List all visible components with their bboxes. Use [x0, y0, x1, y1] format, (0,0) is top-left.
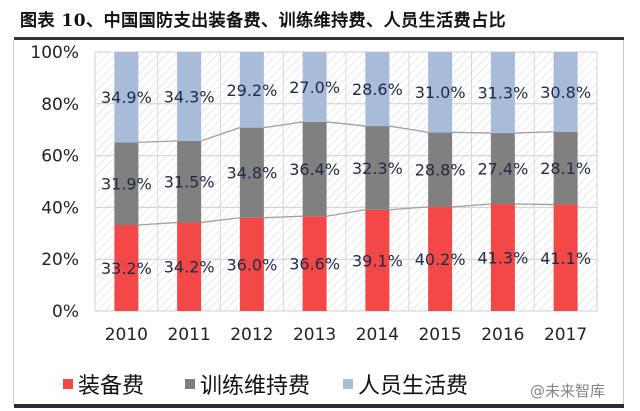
bar-2017-2 [553, 52, 578, 132]
data-label: 33.2% [101, 259, 152, 278]
legend-label: 装备费 [78, 374, 144, 399]
bar-2016-2 [490, 52, 515, 134]
data-label: 30.8% [540, 83, 591, 102]
bar-2010-1 [114, 142, 139, 226]
bottom-rule [14, 404, 624, 408]
bar-2013-2 [302, 52, 327, 122]
series-line [138, 221, 178, 226]
data-label: 31.3% [477, 84, 528, 103]
bar-2017-1 [553, 131, 578, 205]
watermark: @未来智库 [530, 382, 605, 400]
x-tick-label: 2011 [167, 325, 210, 345]
x-tick-label: 2015 [418, 325, 461, 345]
y-tick-label: 100% [30, 43, 79, 63]
data-label: 36.6% [289, 255, 340, 274]
series-line [326, 209, 366, 217]
bar-2015-1 [428, 132, 453, 207]
chart-frame [13, 40, 624, 404]
bar-2012-2 [239, 52, 264, 128]
y-tick-label: 80% [41, 95, 79, 115]
data-label: 40.2% [415, 250, 466, 269]
data-label: 28.1% [540, 159, 591, 178]
chart-title: 图表 10、中国国防支出装备费、训练维持费、人员生活费占比 [20, 11, 507, 31]
legend-swatch [343, 379, 353, 389]
y-tick-label: 60% [41, 147, 79, 167]
bar-2012-1 [239, 127, 264, 218]
data-label: 36.0% [226, 255, 277, 274]
y-tick-label: 0% [52, 302, 79, 322]
bar-2014-2 [365, 52, 390, 127]
y-tick-label: 20% [41, 250, 79, 270]
data-label: 31.0% [415, 83, 466, 102]
data-label: 34.8% [226, 164, 277, 183]
data-label: 28.6% [352, 80, 403, 99]
series-line [389, 125, 429, 133]
bar-2015-0 [428, 206, 453, 311]
series-line [326, 121, 366, 127]
series-line [138, 140, 178, 144]
y-tick-label: 40% [41, 198, 79, 218]
legend-swatch [63, 379, 73, 389]
bar-2013-1 [302, 121, 327, 217]
series-line [452, 203, 491, 208]
bar-2016-1 [490, 133, 515, 205]
bar-2014-0 [365, 209, 390, 311]
bar-2011-0 [177, 222, 202, 311]
bar-2011-2 [177, 52, 202, 141]
series-line [452, 131, 491, 134]
data-label: 31.5% [164, 173, 215, 192]
x-tick-label: 2010 [105, 325, 148, 345]
series-line [263, 121, 303, 129]
bar-2017-0 [553, 204, 578, 311]
bar-2016-0 [490, 204, 515, 311]
legend: 装备费 训练维持费 人员生活费 [63, 374, 468, 399]
data-label: 41.3% [477, 249, 528, 268]
series-line [201, 217, 240, 224]
x-tick-label: 2013 [293, 325, 336, 345]
plot-area: 0% 20% 40% 60% 80% 100% 33.2% 31.9% 34.9% 2010 34.… [30, 43, 598, 345]
bar-2011-1 [177, 140, 202, 223]
data-label: 27.4% [477, 160, 528, 179]
series-line [389, 206, 429, 211]
x-tick-label: 2012 [230, 325, 273, 345]
data-label: 34.2% [164, 258, 215, 277]
x-tick-label: 2016 [481, 325, 524, 345]
title-rule [14, 37, 624, 40]
series-line [514, 131, 554, 134]
legend-label: 人员生活费 [358, 374, 468, 399]
bar-2010-0 [114, 225, 139, 311]
series-line [263, 215, 303, 219]
legend-swatch [185, 379, 195, 389]
data-label: 36.4% [289, 160, 340, 179]
bar-2012-0 [239, 217, 264, 311]
data-label: 28.8% [415, 161, 466, 180]
bar-2014-1 [365, 126, 390, 210]
data-label: 39.1% [352, 251, 403, 270]
bar-2010-2 [114, 52, 139, 143]
data-label: 34.3% [164, 87, 215, 106]
x-tick-label: 2014 [356, 325, 399, 345]
data-label: 31.9% [101, 175, 152, 194]
bar-2013-0 [302, 216, 327, 311]
data-label: 41.1% [540, 249, 591, 268]
series-line [200, 127, 241, 142]
bar-2015-2 [428, 52, 453, 133]
legend-label: 训练维持费 [200, 374, 310, 399]
data-label: 29.2% [226, 81, 277, 100]
data-label: 34.9% [101, 88, 152, 107]
x-tick-label: 2017 [544, 325, 587, 345]
data-label: 32.3% [352, 159, 403, 178]
series-line [514, 203, 554, 206]
data-label: 27.0% [289, 78, 340, 97]
